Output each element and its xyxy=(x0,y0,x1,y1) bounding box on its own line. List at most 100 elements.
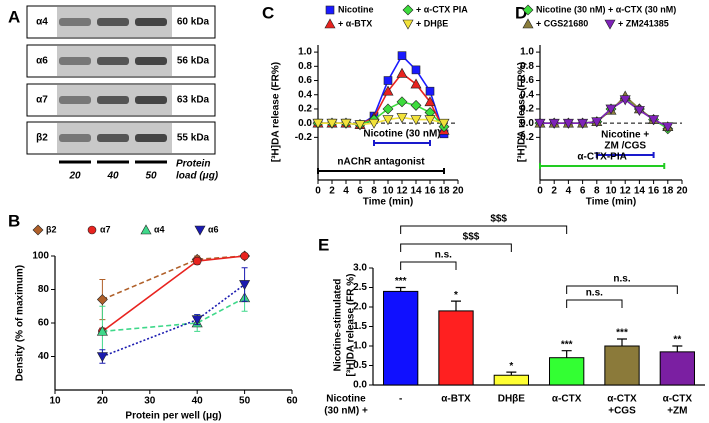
significance-label: *** xyxy=(616,328,628,339)
marker xyxy=(382,115,394,126)
bar xyxy=(438,310,474,386)
blot-band xyxy=(135,57,167,65)
marker xyxy=(96,352,108,363)
legend-marker xyxy=(522,4,534,16)
x-tick-label: 0 xyxy=(537,186,543,197)
bar xyxy=(549,357,585,386)
legend-label: α6 xyxy=(208,224,219,234)
x-tick-label: +ZM xyxy=(667,406,687,417)
blot-band xyxy=(97,18,129,26)
series-line xyxy=(540,97,669,130)
marker xyxy=(368,118,380,129)
comparison-bracket xyxy=(400,225,568,234)
legend-label: + DHβE xyxy=(416,18,448,28)
marker xyxy=(326,118,338,129)
x-tick-label: DHβE xyxy=(498,394,526,405)
error-bar xyxy=(672,345,683,352)
significance-label: *** xyxy=(395,276,407,287)
y-tick-label: 2.5 xyxy=(353,282,367,293)
x-axis-label: Protein per well (μg) xyxy=(125,411,221,422)
marker xyxy=(633,106,645,116)
x-tick-label: 12 xyxy=(396,186,408,197)
x-tick-label: 2 xyxy=(551,186,557,197)
comparison-label: $$$ xyxy=(463,232,480,243)
row-label: (30 nM) + xyxy=(324,406,368,417)
panel-letter: B xyxy=(8,211,20,230)
y-tick-label: 0.4 xyxy=(298,89,312,100)
bar xyxy=(493,374,529,386)
y-tick-label: 0.8 xyxy=(298,61,312,72)
y-tick-label: 100 xyxy=(32,251,49,262)
x-tick-label: 40 xyxy=(192,396,204,407)
series-line xyxy=(102,297,245,333)
y-tick-label: 0.0 xyxy=(353,380,367,391)
y-tick-label: 0.2 xyxy=(520,104,534,115)
size-label: 55 kDa xyxy=(177,133,210,144)
y-axis-label: [³H]DA release (FR%) xyxy=(271,62,282,162)
band-label: α6 xyxy=(36,56,48,67)
legend-marker xyxy=(402,19,414,30)
marker xyxy=(534,118,546,129)
y-tick-label: 0.4 xyxy=(520,89,534,100)
y-tick-label: 1.0 xyxy=(298,47,312,58)
legend-marker xyxy=(87,225,97,235)
y-tick-label: 0.0 xyxy=(520,118,534,129)
panel-letter: C xyxy=(262,3,274,22)
marker xyxy=(438,118,450,129)
y-tick-label: 0.6 xyxy=(298,75,312,86)
y-tick-label: 2.0 xyxy=(353,302,367,313)
legend-label: α7 xyxy=(100,224,111,234)
annotation-bracket xyxy=(539,163,666,169)
x-tick-label: - xyxy=(399,394,402,405)
marker xyxy=(396,96,408,108)
marker xyxy=(562,118,574,129)
y-tick-label: 0.0 xyxy=(298,118,312,129)
marker xyxy=(396,113,408,124)
x-tick-label: 12 xyxy=(620,186,632,197)
marker xyxy=(648,115,660,126)
significance-label: * xyxy=(454,290,458,301)
y-tick-label: 0.6 xyxy=(520,75,534,86)
comparison-bracket xyxy=(566,299,623,308)
x-tick-label: +CGS xyxy=(608,406,636,417)
legend-label: + ZM241385 xyxy=(618,18,669,28)
series-line xyxy=(102,255,245,301)
y-tick-label: 1.0 xyxy=(520,47,534,58)
annotation-bracket xyxy=(595,152,655,158)
band-label: β2 xyxy=(36,133,48,144)
blot-band xyxy=(59,18,91,26)
lane-label: 40 xyxy=(106,171,119,182)
marker xyxy=(191,315,203,326)
legend-marker xyxy=(604,19,616,30)
y-axis-label: Density (% of maximum) xyxy=(15,265,26,381)
x-tick-label: 2 xyxy=(329,186,335,197)
load-label: Protein xyxy=(176,159,210,170)
x-tick-label: 6 xyxy=(580,186,586,197)
marker xyxy=(96,294,108,305)
marker xyxy=(382,103,394,115)
error-bar xyxy=(506,371,517,376)
marker xyxy=(410,115,422,126)
annotation-text: Nicotine (30 nM) xyxy=(363,129,440,140)
legend-marker xyxy=(325,5,335,15)
comparison-bracket xyxy=(566,285,678,294)
series-line xyxy=(318,116,445,126)
marker xyxy=(577,118,589,129)
y-tick-label: -0.2 xyxy=(295,132,313,143)
x-tick-label: 8 xyxy=(371,186,377,197)
marker xyxy=(548,118,560,129)
marker xyxy=(312,118,324,129)
x-tick-label: 4 xyxy=(566,186,572,197)
x-tick-label: 20 xyxy=(676,186,688,197)
significance-label: ** xyxy=(673,335,681,346)
y-tick-label: 80 xyxy=(38,284,50,295)
x-tick-label: 14 xyxy=(634,186,646,197)
comparison-label: $$$ xyxy=(490,214,507,225)
series-line xyxy=(540,95,669,128)
x-tick-label: 50 xyxy=(239,396,251,407)
x-tick-label: 10 xyxy=(605,186,617,197)
marker xyxy=(382,85,394,96)
size-label: 63 kDa xyxy=(177,95,210,106)
row-label: Nicotine xyxy=(326,394,366,405)
significance-label: * xyxy=(509,361,513,372)
